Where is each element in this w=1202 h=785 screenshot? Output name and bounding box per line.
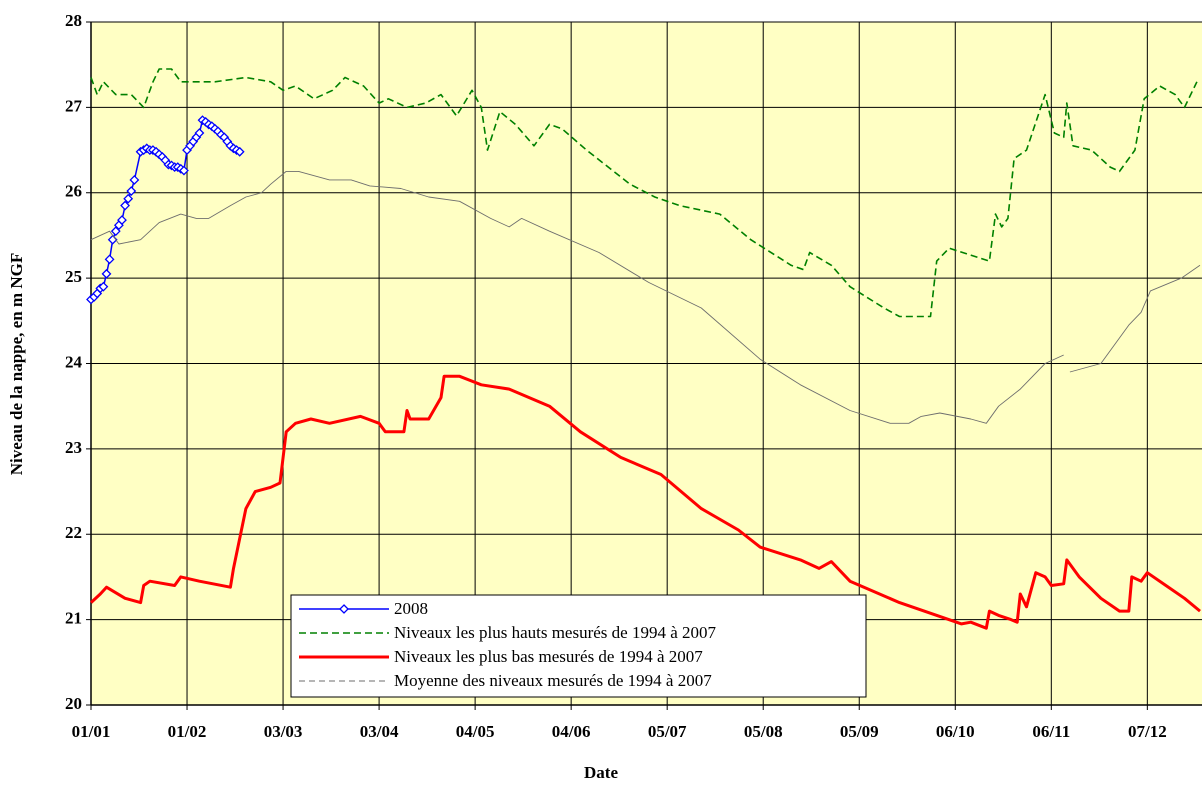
y-tick-label: 26	[65, 182, 82, 201]
y-tick-label: 25	[65, 267, 82, 286]
data-point	[179, 165, 189, 176]
legend-label: Niveaux les plus hauts mesurés de 1994 à…	[394, 623, 716, 642]
y-tick-label: 28	[65, 11, 82, 30]
series-line	[89, 374, 1201, 630]
y-tick-label: 27	[65, 96, 83, 115]
series-line	[90, 68, 1198, 318]
x-tick-label: 01/01	[72, 722, 111, 741]
y-tick-label: 23	[65, 438, 82, 457]
x-tick-label: 07/12	[1128, 722, 1167, 741]
y-tick-label: 24	[65, 352, 83, 371]
y-tick-label: 20	[65, 694, 82, 713]
x-tick-label: 03/03	[264, 722, 303, 741]
x-tick-label: 06/10	[936, 722, 975, 741]
legend-marker	[339, 604, 349, 614]
y-tick-label: 21	[65, 609, 82, 628]
y-axis-label: Niveau de la nappe, en m NGF	[7, 253, 26, 475]
data-point	[101, 268, 112, 279]
x-tick-label: 05/08	[744, 722, 783, 741]
x-tick-label: 05/09	[840, 722, 879, 741]
x-tick-label: 06/11	[1032, 722, 1070, 741]
x-tick-label: 01/02	[168, 722, 207, 741]
data-point	[129, 175, 140, 185]
data-point	[194, 128, 205, 138]
legend-label: Niveaux les plus bas mesurés de 1994 à 2…	[394, 647, 703, 666]
x-tick-label: 03/04	[360, 722, 399, 741]
legend-box	[290, 594, 867, 698]
data-point	[126, 186, 137, 196]
legend-label: Moyenne des niveaux mesurés de 1994 à 20…	[394, 671, 712, 690]
y-tick-label: 22	[65, 523, 82, 542]
data-point	[98, 281, 109, 292]
legend-label: 2008	[394, 599, 428, 618]
x-tick-label: 04/05	[456, 722, 495, 741]
x-axis-label: Date	[584, 763, 618, 782]
data-point	[234, 146, 245, 157]
x-tick-label: 05/07	[648, 722, 687, 741]
data-point	[110, 226, 121, 237]
data-point	[120, 200, 130, 211]
data-point	[123, 193, 134, 204]
series-line	[90, 170, 1201, 424]
data-point	[104, 254, 115, 265]
data-point	[117, 215, 127, 225]
x-tick-label: 04/06	[552, 722, 591, 741]
